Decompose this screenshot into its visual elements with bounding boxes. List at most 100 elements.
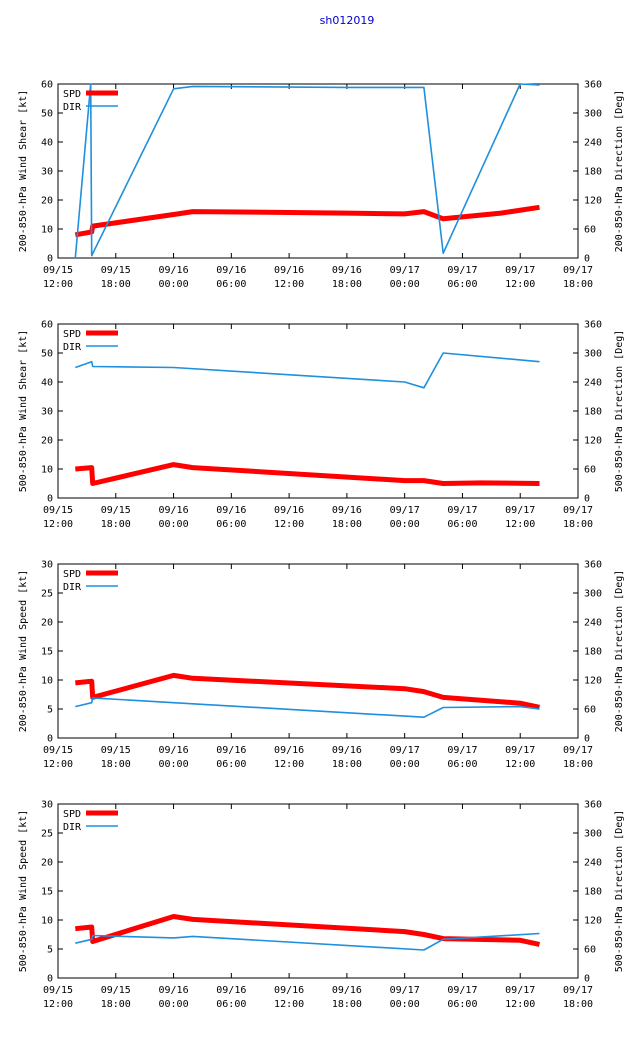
x-tick-label-time: 12:00 <box>43 999 73 1010</box>
y-right-tick-label: 0 <box>584 254 590 265</box>
y-right-tick-label: 0 <box>584 734 590 745</box>
y-right-axis-label: 500-850-hPa Direction [Deg] <box>614 810 625 973</box>
spd-series-line <box>74 204 540 238</box>
y-right-tick-label: 360 <box>584 80 602 91</box>
x-tick-label-date: 09/16 <box>159 745 189 756</box>
x-tick-label-time: 00:00 <box>390 999 420 1010</box>
legend-spd-label: SPD <box>63 569 81 580</box>
x-tick-label-date: 09/15 <box>43 745 73 756</box>
x-tick-label-date: 09/17 <box>447 985 477 996</box>
x-tick-label-time: 12:00 <box>274 999 304 1010</box>
x-tick-label-time: 06:00 <box>216 759 246 770</box>
y-left-tick-label: 50 <box>41 349 53 360</box>
x-tick-label-date: 09/16 <box>216 985 246 996</box>
x-tick-label-time: 12:00 <box>43 519 73 530</box>
x-tick-label-date: 09/15 <box>43 985 73 996</box>
x-tick-label-time: 06:00 <box>216 999 246 1010</box>
x-tick-label-time: 12:00 <box>43 759 73 770</box>
x-tick-label-time: 18:00 <box>101 279 131 290</box>
dir-series-line <box>75 697 540 719</box>
chart-panel-4: 09/15 12:00 09/15 18:00 09/16 00:00 09/16 06:00… <box>18 800 625 1011</box>
x-tick-label-time: 00:00 <box>390 279 420 290</box>
x-tick-label-date: 09/17 <box>505 265 535 276</box>
y-left-tick-label: 20 <box>41 858 53 869</box>
y-left-tick-label: 5 <box>47 945 53 956</box>
chart-panel-2: 09/15 12:00 09/15 18:00 09/16 00:00 09/16 06:00… <box>18 320 625 531</box>
y-right-tick-label: 360 <box>584 560 602 571</box>
y-left-tick-label: 0 <box>47 974 53 985</box>
x-tick-label-time: 00:00 <box>390 519 420 530</box>
x-tick-label-time: 12:00 <box>505 279 535 290</box>
x-tick-label-date: 09/16 <box>159 265 189 276</box>
y-right-tick-label: 240 <box>584 858 602 869</box>
x-tick-label-time: 12:00 <box>274 519 304 530</box>
x-tick-label-date: 09/17 <box>563 745 593 756</box>
x-tick-label-date: 09/17 <box>447 505 477 516</box>
y-right-axis-label: 200-850-hPa Direction [Deg] <box>614 570 625 733</box>
x-tick-label-date: 09/17 <box>505 745 535 756</box>
x-tick-label-date: 09/16 <box>332 265 362 276</box>
y-right-tick-label: 60 <box>584 945 596 956</box>
y-right-tick-label: 180 <box>584 407 602 418</box>
y-right-tick-label: 240 <box>584 138 602 149</box>
x-tick-label-date: 09/16 <box>159 985 189 996</box>
legend-spd-label: SPD <box>63 329 81 340</box>
y-left-tick-label: 20 <box>41 436 53 447</box>
y-left-axis-label: 500-850-hPa Wind Speed [kt] <box>18 810 29 973</box>
y-left-tick-label: 30 <box>41 407 53 418</box>
y-right-tick-label: 60 <box>584 225 596 236</box>
y-left-tick-label: 15 <box>41 887 53 898</box>
x-tick-label-time: 12:00 <box>274 279 304 290</box>
x-tick-label-time: 18:00 <box>563 759 593 770</box>
plot-frame <box>57 83 579 259</box>
x-tick-label-time: 06:00 <box>447 519 477 530</box>
x-tick-label-time: 18:00 <box>332 519 362 530</box>
y-left-tick-label: 5 <box>47 705 53 716</box>
y-left-axis-label: 500-850-hPa Wind Shear [kt] <box>18 330 29 493</box>
dir-series-line <box>75 932 540 951</box>
x-tick-label-date: 09/17 <box>390 265 420 276</box>
x-tick-label-time: 00:00 <box>159 999 189 1010</box>
y-left-tick-label: 30 <box>41 800 53 811</box>
x-tick-label-date: 09/17 <box>447 265 477 276</box>
y-right-tick-label: 0 <box>584 974 590 985</box>
x-tick-label-date: 09/17 <box>390 985 420 996</box>
x-tick-label-date: 09/15 <box>43 265 73 276</box>
x-tick-label-date: 09/16 <box>332 505 362 516</box>
x-tick-label-time: 00:00 <box>159 279 189 290</box>
x-tick-label-date: 09/15 <box>101 745 131 756</box>
x-tick-label-date: 09/16 <box>274 745 304 756</box>
y-left-tick-label: 15 <box>41 647 53 658</box>
x-tick-label-date: 09/17 <box>563 985 593 996</box>
spd-series-line <box>75 462 540 486</box>
y-right-tick-label: 120 <box>584 916 602 927</box>
x-tick-label-date: 09/15 <box>101 505 131 516</box>
chart-panel-3: 09/15 12:00 09/15 18:00 09/16 00:00 09/16 06:00… <box>18 560 625 771</box>
x-tick-label-date: 09/17 <box>505 985 535 996</box>
y-left-axis-label: 200-850-hPa Wind Shear [kt] <box>18 90 29 253</box>
x-tick-label-time: 06:00 <box>216 279 246 290</box>
x-tick-label-date: 09/17 <box>505 505 535 516</box>
x-tick-label-time: 06:00 <box>447 279 477 290</box>
y-left-tick-label: 20 <box>41 618 53 629</box>
y-left-tick-label: 25 <box>41 829 53 840</box>
x-tick-label-date: 09/16 <box>274 505 304 516</box>
y-left-tick-label: 20 <box>41 196 53 207</box>
x-tick-label-time: 12:00 <box>505 759 535 770</box>
y-left-tick-label: 40 <box>41 378 53 389</box>
x-tick-label-date: 09/16 <box>332 745 362 756</box>
y-right-tick-label: 240 <box>584 618 602 629</box>
y-right-tick-label: 120 <box>584 676 602 687</box>
y-right-tick-label: 300 <box>584 349 602 360</box>
y-left-tick-label: 0 <box>47 494 53 505</box>
y-right-tick-label: 0 <box>584 494 590 505</box>
y-right-tick-label: 360 <box>584 800 602 811</box>
y-left-tick-label: 10 <box>41 916 53 927</box>
x-tick-label-time: 18:00 <box>563 279 593 290</box>
x-tick-label-time: 06:00 <box>447 999 477 1010</box>
x-tick-label-time: 18:00 <box>563 999 593 1010</box>
y-right-axis-label: 500-850-hPa Direction [Deg] <box>614 330 625 493</box>
plot-frame <box>57 563 579 739</box>
y-right-tick-label: 300 <box>584 829 602 840</box>
legend-dir-label: DIR <box>63 342 82 353</box>
